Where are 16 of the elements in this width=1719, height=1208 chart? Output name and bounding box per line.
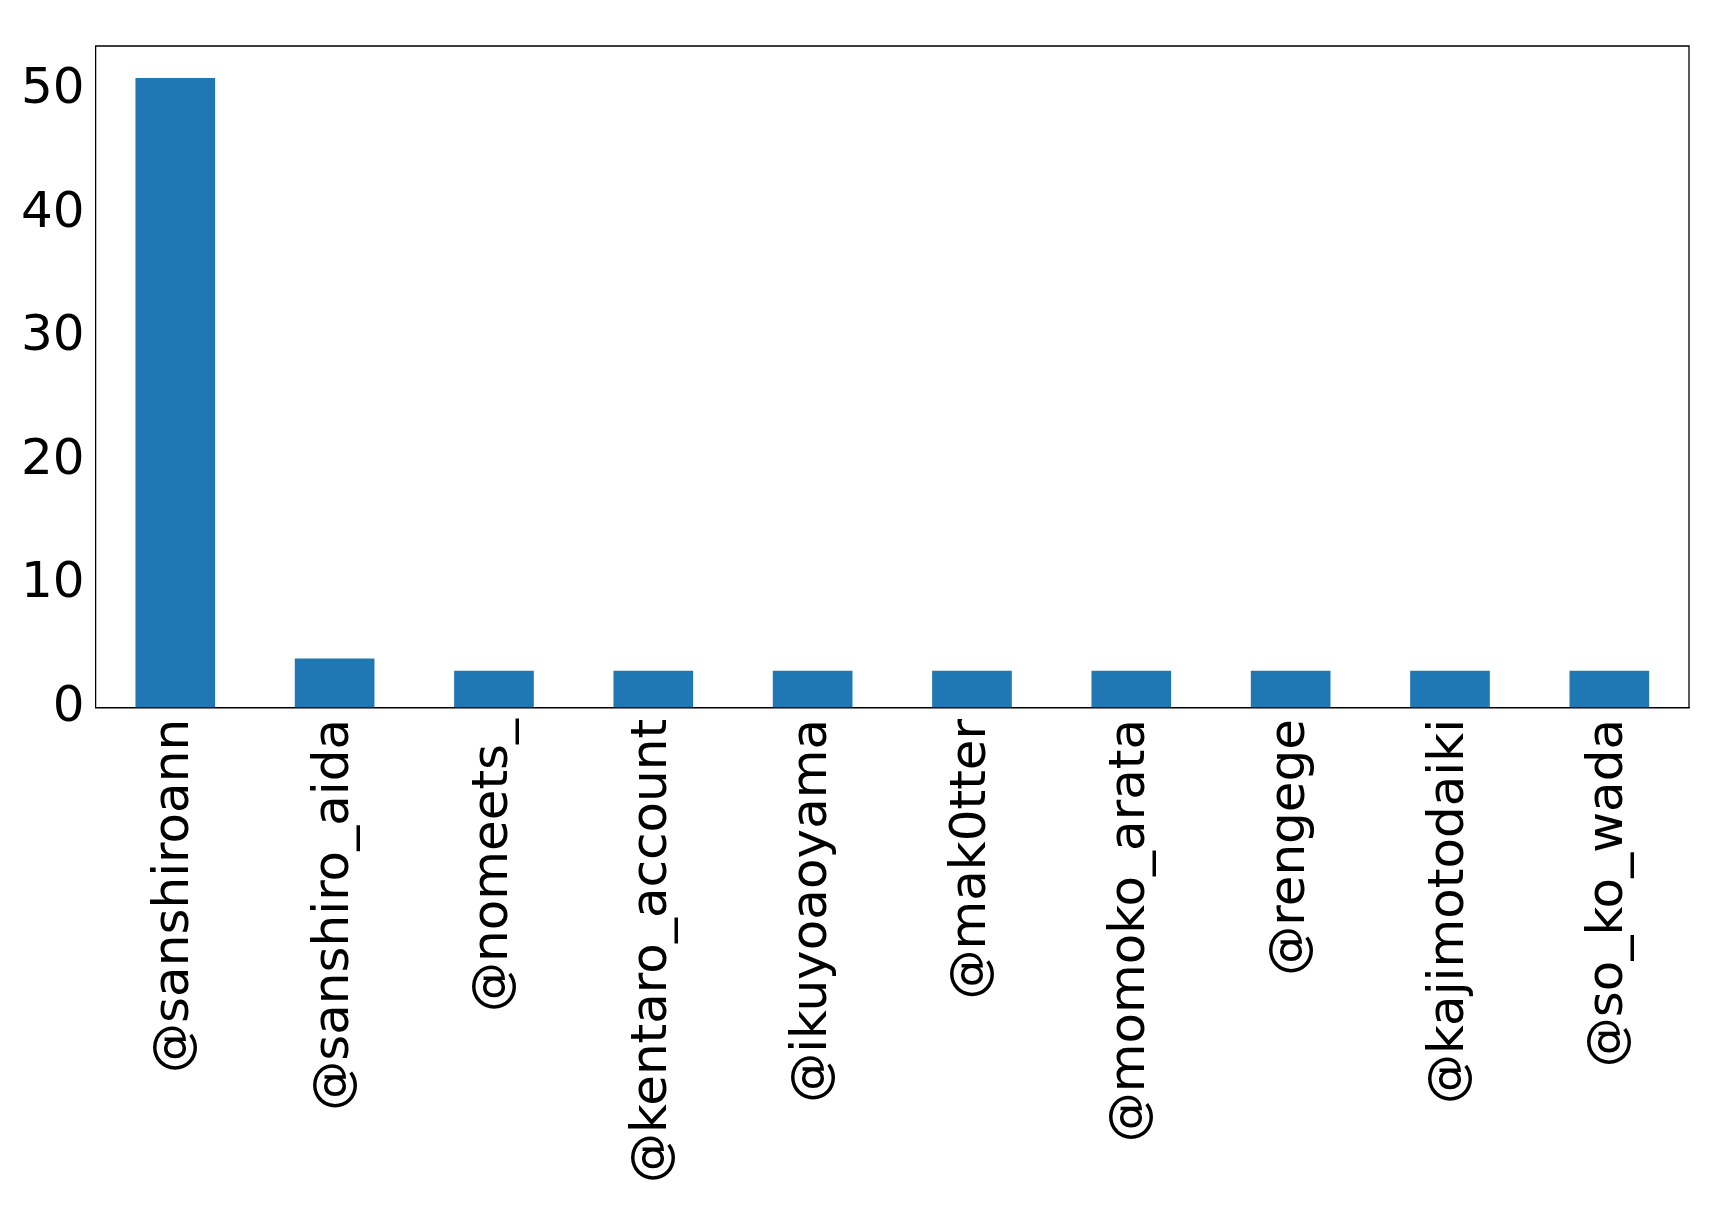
x-tick-label: @nomeets_ [460, 717, 519, 1013]
y-tick-label: 0 [52, 674, 85, 733]
x-tick-label: @so_ko_wada [1576, 718, 1635, 1068]
x-tick-label: @momoko_arata [1098, 718, 1157, 1143]
y-tick-label: 10 [21, 551, 85, 610]
x-tick-label: @mak0tter [938, 718, 997, 1000]
y-tick-label: 20 [21, 427, 85, 486]
y-tick-label: 30 [21, 304, 85, 363]
x-tick-label: @rengege [1257, 718, 1316, 976]
x-tick-label: @sanshiroann [142, 718, 201, 1073]
x-tick-label: @ikuyoaoyama [779, 718, 838, 1103]
y-tick-label: 40 [21, 180, 85, 239]
x-tick-label: @kajimotodaiki [1416, 718, 1475, 1104]
x-tick-label: @kentaro_account [620, 718, 679, 1184]
y-tick-label: 50 [21, 57, 85, 116]
x-tick-label: @sanshiro_aida [301, 718, 360, 1111]
